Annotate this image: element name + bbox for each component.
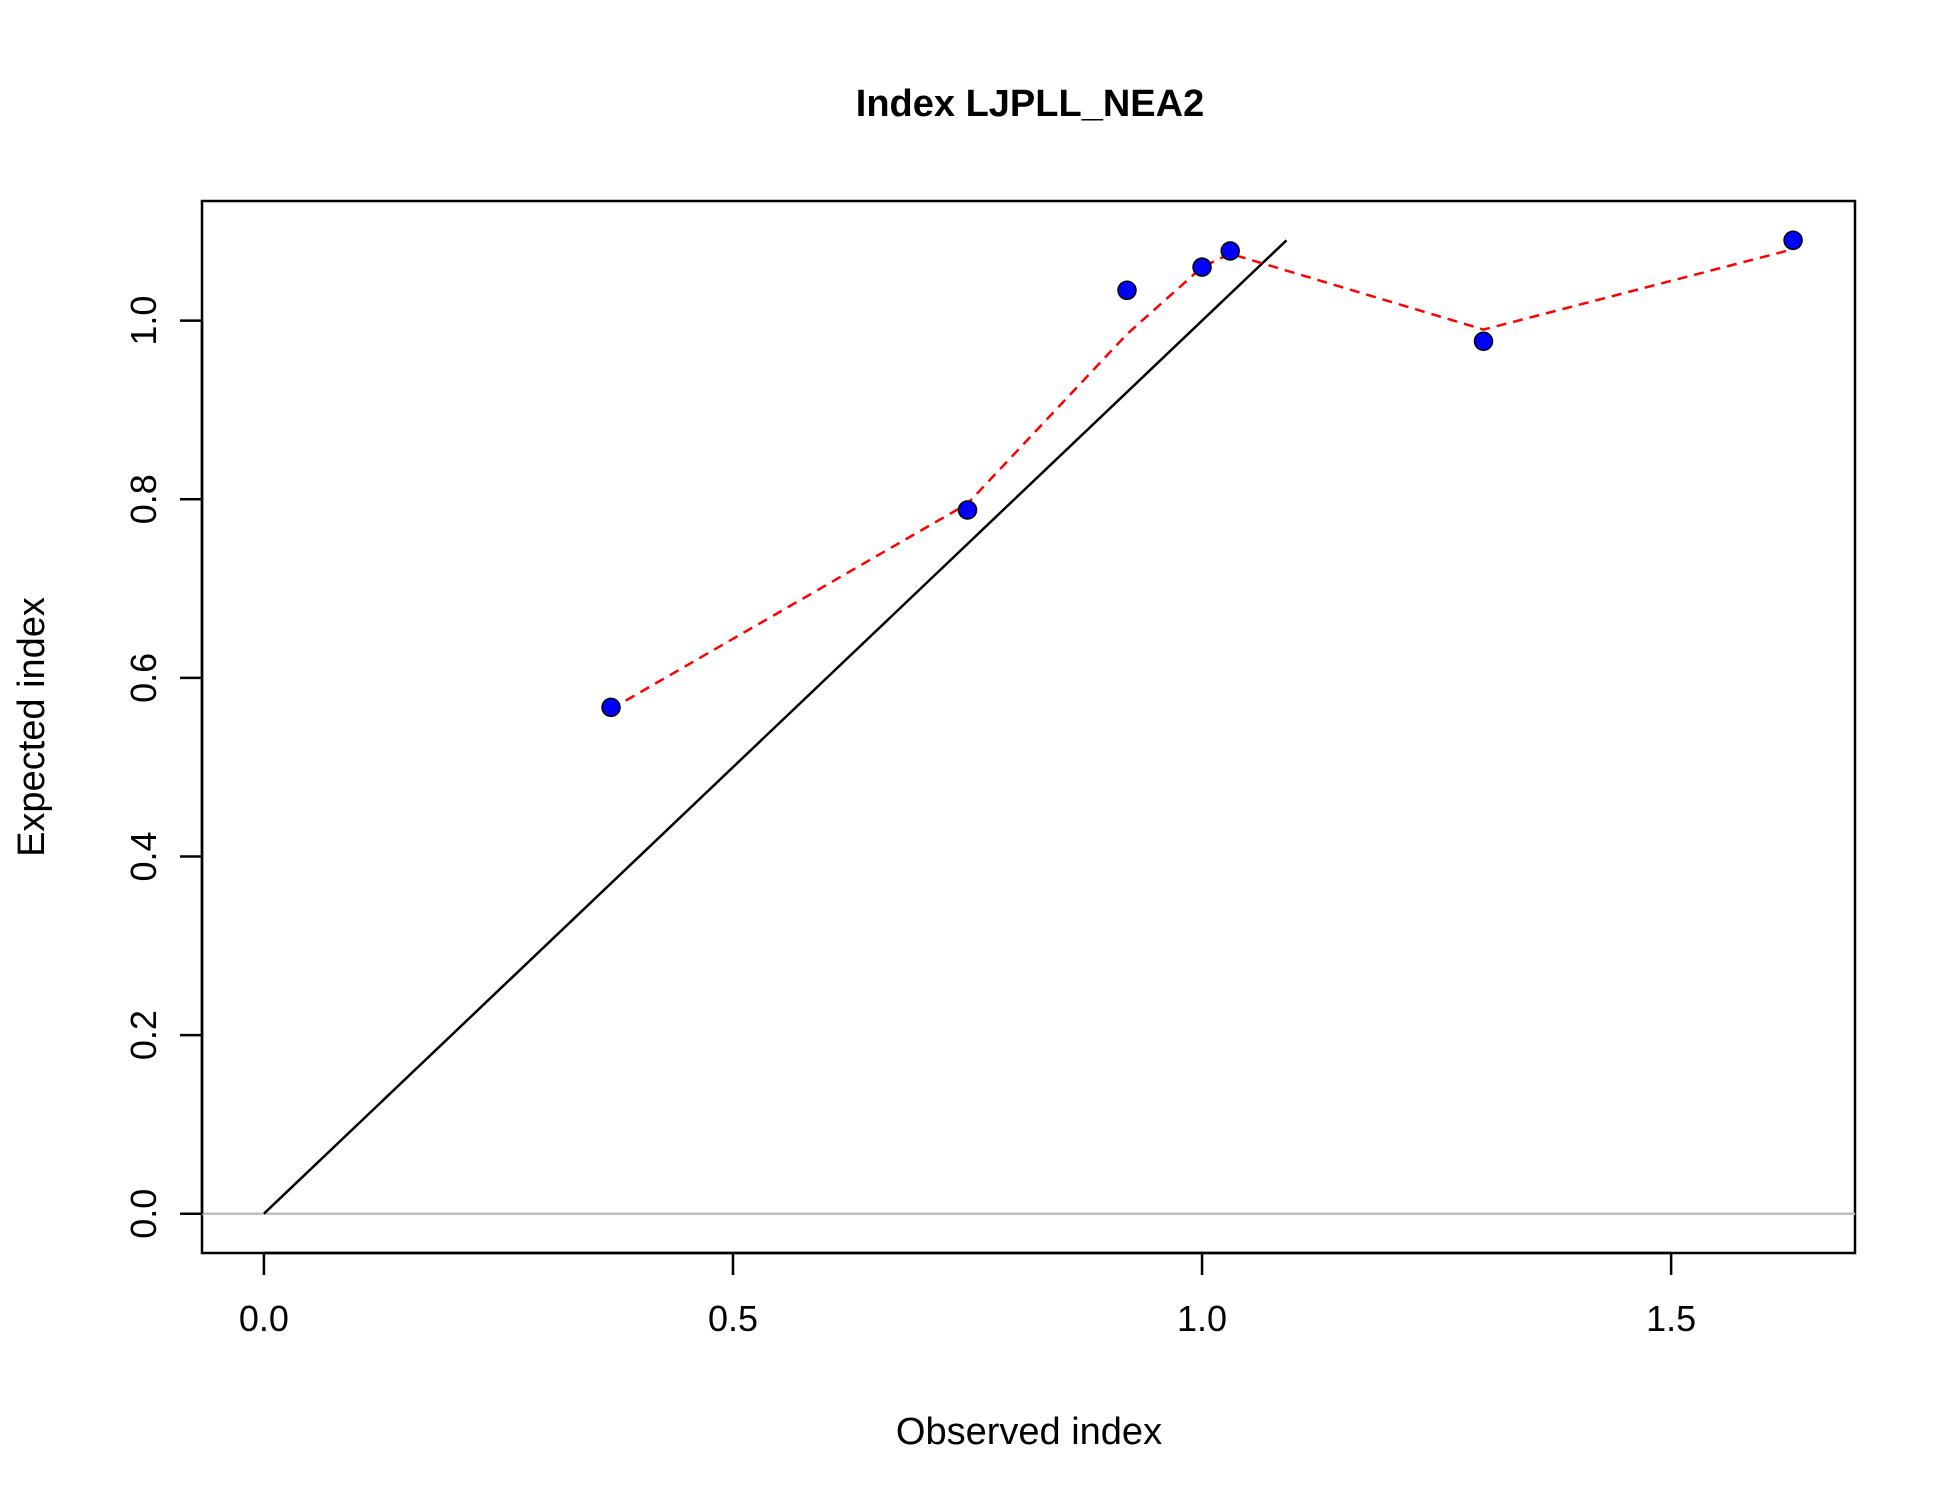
data-point-2 [957, 500, 978, 520]
y-axis: 0.0 0.2 0.4 0.6 0.8 1.0 [123, 296, 204, 1239]
plot-content [202, 230, 1855, 1215]
x-tick-label: 1.0 [1177, 1298, 1227, 1339]
data-point-5 [1220, 241, 1240, 261]
data-point-6 [1473, 331, 1494, 351]
y-tick-label: 0.4 [123, 831, 164, 881]
x-axis-label: Observed index [896, 1411, 1162, 1453]
data-point-3 [1117, 280, 1137, 301]
smoother-line [610, 247, 1794, 711]
chart-title: Index LJPLL_NEA2 [856, 83, 1204, 125]
y-tick-label: 0.6 [123, 653, 164, 703]
y-axis-label: Expected index [11, 597, 53, 857]
data-point-7 [1783, 230, 1803, 251]
identity-line [263, 239, 1288, 1215]
y-tick-label: 0.0 [123, 1189, 164, 1239]
x-tick-label: 0.5 [708, 1298, 758, 1339]
y-tick-label: 0.8 [123, 474, 164, 524]
x-tick-label: 0.0 [239, 1298, 289, 1339]
y-tick-label: 0.2 [123, 1010, 164, 1060]
data-point-4 [1192, 257, 1212, 277]
x-tick-label: 1.5 [1646, 1298, 1696, 1339]
y-tick-label: 1.0 [123, 296, 164, 346]
plot-frame [200, 199, 1857, 1255]
x-axis: 0.0 0.5 1.0 1.5 [239, 1251, 1696, 1339]
data-point-1 [601, 697, 621, 718]
